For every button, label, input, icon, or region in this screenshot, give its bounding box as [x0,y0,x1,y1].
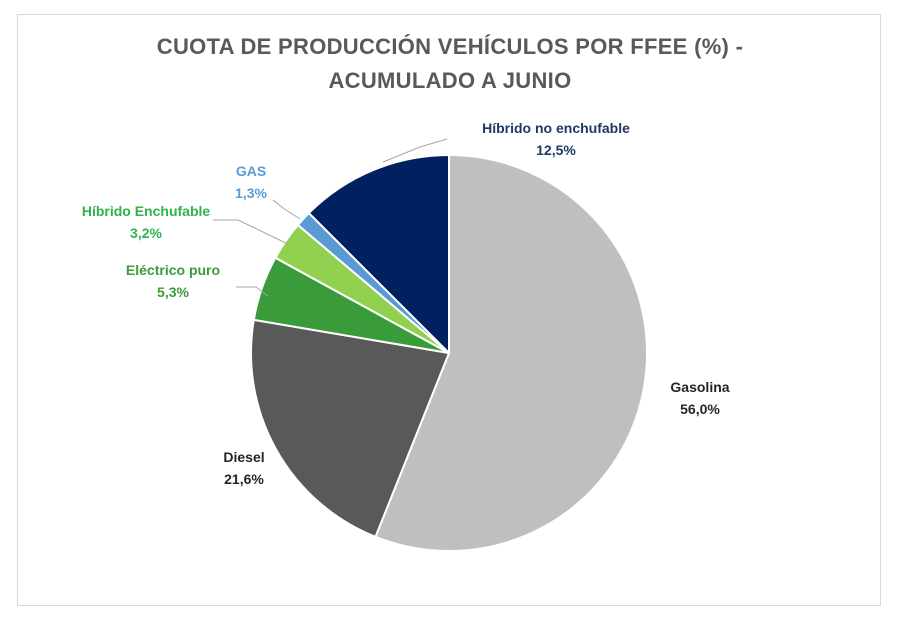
chart-title-line2: ACUMULADO A JUNIO [328,68,572,93]
data-label-value-gas: 1,3% [235,185,267,201]
leader-line-electrico-puro [236,286,269,297]
data-label-name-diesel: Diesel [223,449,264,465]
data-label-name-hibrido-enchufable: Híbrido Enchufable [82,203,211,219]
leader-line-gas [272,199,301,220]
chart-title-line1: CUOTA DE PRODUCCIÓN VEHÍCULOS POR FFEE (… [156,34,744,59]
leader-line-hibrido-no-enchufable [382,138,448,163]
data-label-value-electrico-puro: 5,3% [157,284,189,300]
data-label-value-gasolina: 56,0% [680,401,720,417]
data-label-name-gasolina: Gasolina [670,379,729,395]
data-label-name-hibrido-no-enchufable: Híbrido no enchufable [482,120,630,136]
data-label-value-hibrido-enchufable: 3,2% [130,225,162,241]
leader-line-hibrido-enchufable [213,219,291,246]
pie-slice-gasolina [374,153,648,552]
data-label-value-diesel: 21,6% [224,471,264,487]
pie-slice-diesel [250,318,451,539]
pie-slice-hibrido-no-enchufable [307,153,450,356]
data-label-name-gas: GAS [236,163,266,179]
data-label-name-electrico-puro: Eléctrico puro [126,262,220,278]
chart-title: CUOTA DE PRODUCCIÓN VEHÍCULOS POR FFEE (… [0,30,900,98]
data-label-value-hibrido-no-enchufable: 12,5% [536,142,576,158]
